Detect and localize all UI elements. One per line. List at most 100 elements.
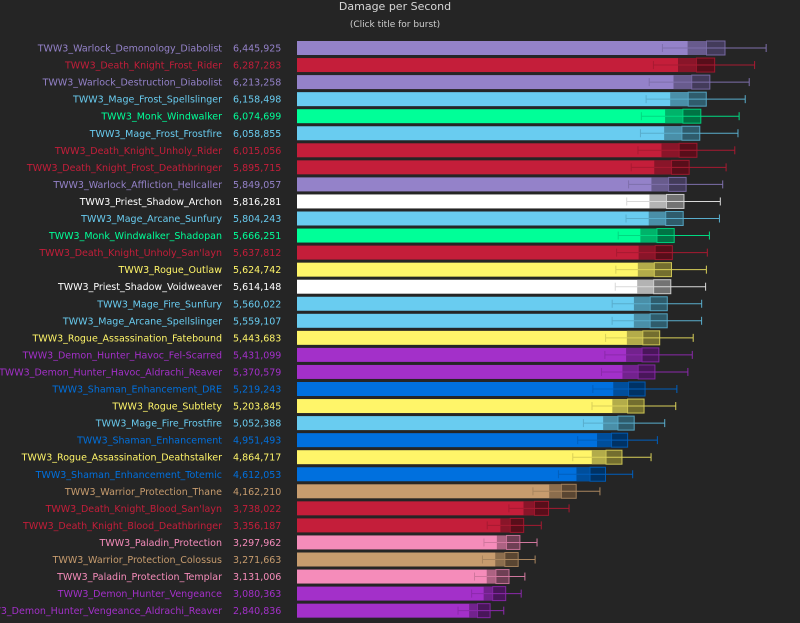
chart-subtitle[interactable]: (Click title for burst) xyxy=(349,20,441,30)
bar-row[interactable]: TWW3_Death_Knight_Unholy_San'layn 5,637,8… xyxy=(38,245,708,261)
dps-bar[interactable] xyxy=(297,194,676,209)
dps-bar[interactable] xyxy=(297,109,693,124)
bar-value-label: 3,297,962 xyxy=(233,538,281,549)
dps-bar[interactable] xyxy=(297,245,665,260)
bar-row[interactable]: TWW3_Death_Knight_Unholy_Rider 6,015,056 xyxy=(54,142,736,158)
bar-name-label: TWW3_Mage_Frost_Spellslinger xyxy=(72,95,222,106)
bar-value-label: 5,849,057 xyxy=(233,180,281,191)
dps-bar[interactable] xyxy=(297,262,664,277)
bar-value-label: 5,203,845 xyxy=(233,402,281,413)
bar-value-label: 5,816,281 xyxy=(233,197,281,208)
dps-bar[interactable] xyxy=(297,41,717,55)
dps-bar[interactable] xyxy=(297,58,707,73)
bar-name-label: TWW3_Rogue_Assassination_Deathstalker xyxy=(21,453,222,464)
bar-row[interactable]: TWW3_Death_Knight_Frost_Deathbringer 5,89… xyxy=(26,159,727,175)
bar-row[interactable]: TWW3_Mage_Frost_Spellslinger 6,158,498 xyxy=(72,91,746,107)
dps-bar[interactable] xyxy=(297,586,498,601)
dps-bar[interactable] xyxy=(297,330,652,345)
dps-bar[interactable] xyxy=(297,313,660,328)
bar-name-label: TWW3_Rogue_Subtlety xyxy=(111,402,222,413)
bar-name-label: TWW3_Priest_Shadow_Archon xyxy=(79,197,222,208)
dps-bar[interactable] xyxy=(297,143,689,158)
bar-row[interactable]: TWW3_Shaman_Enhancement_DRE 5,219,243 xyxy=(51,381,678,397)
bar-value-label: 5,443,683 xyxy=(233,333,281,344)
bar-value-label: 6,015,056 xyxy=(233,146,281,157)
bar-row[interactable]: TWW3_Mage_Frost_Frostfire 6,058,855 xyxy=(89,125,739,141)
bar-row[interactable]: TWW3_Rogue_Assassination_Deathstalker 4,8… xyxy=(21,449,652,465)
dps-bar[interactable] xyxy=(297,382,638,396)
bar-row[interactable]: TWW3_Mage_Fire_Sunfury 5,560,022 xyxy=(96,296,703,312)
bar-row[interactable]: TWW3_Monk_Windwalker_Shadopan 5,666,251 xyxy=(48,228,710,244)
bar-row[interactable]: TWW3_Monk_Windwalker 6,074,699 xyxy=(100,108,740,124)
dps-bar[interactable] xyxy=(297,467,598,482)
bar-row[interactable]: TWW3_Warlock_Destruction_Diabolist 6,213,… xyxy=(42,74,750,90)
bar-row[interactable]: TWW3_Shaman_Enhancement_Totemic 4,612,053 xyxy=(35,466,634,482)
dps-bar[interactable] xyxy=(297,296,660,311)
bar-row[interactable]: TWW3_Mage_Fire_Frostfire 5,052,388 xyxy=(95,415,666,431)
bar-row[interactable]: TWW3_Paladin_Protection_Templar 3,131,006 xyxy=(56,569,526,585)
bar-row[interactable]: TWW3_Mage_Arcane_Spellslinger 5,559,107 xyxy=(62,313,703,329)
bar-row[interactable]: TWW3_Rogue_Subtlety 5,203,845 xyxy=(111,398,677,414)
dps-bar[interactable] xyxy=(297,552,511,567)
dps-bar[interactable] xyxy=(297,399,637,414)
dps-bar[interactable] xyxy=(297,501,541,516)
bar-row[interactable]: TWW3_Warrior_Protection_Thane 4,162,210 xyxy=(64,483,601,499)
bar-row[interactable]: TWW3_Priest_Shadow_Voidweaver 5,614,148 xyxy=(57,279,707,295)
dps-bar[interactable] xyxy=(297,569,502,584)
bar-row[interactable]: TWW3_Warlock_Demonology_Diabolist 6,445,9… xyxy=(37,40,767,56)
bar-value-label: 6,058,855 xyxy=(233,129,281,140)
bar-value-label: 3,356,187 xyxy=(233,521,281,532)
dps-bar[interactable] xyxy=(297,279,663,294)
dps-bar[interactable] xyxy=(297,211,676,226)
bar-value-label: 6,074,699 xyxy=(233,112,281,123)
bar-row[interactable]: TWW3_Demon_Hunter_Vengeance_Aldrachi_Rea… xyxy=(0,603,505,619)
bar-name-label: TWW3_Shaman_Enhancement_Totemic xyxy=(35,470,222,481)
dps-bar[interactable] xyxy=(297,92,699,107)
bar-row[interactable]: TWW3_Demon_Hunter_Havoc_Fel-Scarred 5,431… xyxy=(22,347,693,363)
bar-value-label: 5,624,742 xyxy=(233,265,281,276)
bar-name-label: TWW3_Demon_Hunter_Vengeance xyxy=(57,589,222,600)
bar-row[interactable]: TWW3_Warlock_Affliction_Hellcaller 5,849,… xyxy=(52,176,724,192)
dps-bar[interactable] xyxy=(297,160,682,175)
dps-bar[interactable] xyxy=(297,364,647,379)
bar-value-label: 5,614,148 xyxy=(233,282,281,293)
bar-row[interactable]: TWW3_Priest_Shadow_Archon 5,816,281 xyxy=(79,193,721,209)
dps-bar[interactable] xyxy=(297,535,512,550)
dps-bar[interactable] xyxy=(297,484,569,499)
bar-value-label: 4,162,210 xyxy=(233,487,281,498)
bar-name-label: TWW3_Shaman_Enhancement xyxy=(76,436,222,447)
bar-value-label: 3,271,663 xyxy=(233,555,281,566)
bar-value-label: 4,612,053 xyxy=(233,470,281,481)
bar-row[interactable]: TWW3_Rogue_Outlaw 5,624,742 xyxy=(118,262,707,278)
dps-bar[interactable] xyxy=(297,433,620,448)
bar-row[interactable]: TWW3_Death_Knight_Blood_San'layn 3,738,02… xyxy=(45,500,570,516)
bar-row[interactable]: TWW3_Shaman_Enhancement 4,951,493 xyxy=(76,432,658,448)
bar-row[interactable]: TWW3_Demon_Hunter_Vengeance 3,080,363 xyxy=(57,586,522,602)
bar-name-label: TWW3_Mage_Arcane_Spellslinger xyxy=(62,316,222,327)
bar-name-label: TWW3_Death_Knight_Blood_San'layn xyxy=(45,504,222,515)
bar-row[interactable]: TWW3_Rogue_Assassination_Fatebound 5,443,… xyxy=(32,330,694,346)
bar-row[interactable]: TWW3_Death_Knight_Frost_Rider 6,287,283 xyxy=(64,57,756,73)
bar-row[interactable]: TWW3_Warrior_Protection_Colossus 3,271,66… xyxy=(52,552,536,567)
bar-name-label: TWW3_Death_Knight_Frost_Deathbringer xyxy=(26,163,222,174)
bar-value-label: 5,559,107 xyxy=(233,316,281,327)
chart-title[interactable]: Damage per Second xyxy=(338,0,452,13)
bar-value-label: 5,804,243 xyxy=(233,214,281,225)
dps-bar[interactable] xyxy=(297,518,516,533)
dps-bar[interactable] xyxy=(297,416,627,431)
bar-value-label: 5,431,099 xyxy=(233,350,281,361)
dps-bar[interactable] xyxy=(297,603,483,618)
dps-bar[interactable] xyxy=(297,450,614,465)
bar-row[interactable]: TWW3_Paladin_Protection 3,297,962 xyxy=(99,534,538,550)
dps-bar[interactable] xyxy=(297,126,692,141)
dps-bar[interactable] xyxy=(297,75,702,90)
dps-bar[interactable] xyxy=(297,228,667,243)
bar-row[interactable]: TWW3_Mage_Arcane_Sunfury 5,804,243 xyxy=(80,211,720,226)
bar-name-label: TWW3_Priest_Shadow_Voidweaver xyxy=(57,282,222,293)
bar-row[interactable]: TWW3_Demon_Hunter_Havoc_Aldrachi_Reaver 5… xyxy=(0,364,689,380)
dps-bar[interactable] xyxy=(297,177,679,192)
dps-bar[interactable] xyxy=(297,347,651,362)
bar-name-label: TWW3_Rogue_Outlaw xyxy=(118,265,223,276)
bar-name-label: TWW3_Warrior_Protection_Colossus xyxy=(52,555,222,566)
bar-row[interactable]: TWW3_Death_Knight_Blood_Deathbringer 3,35… xyxy=(22,517,542,533)
